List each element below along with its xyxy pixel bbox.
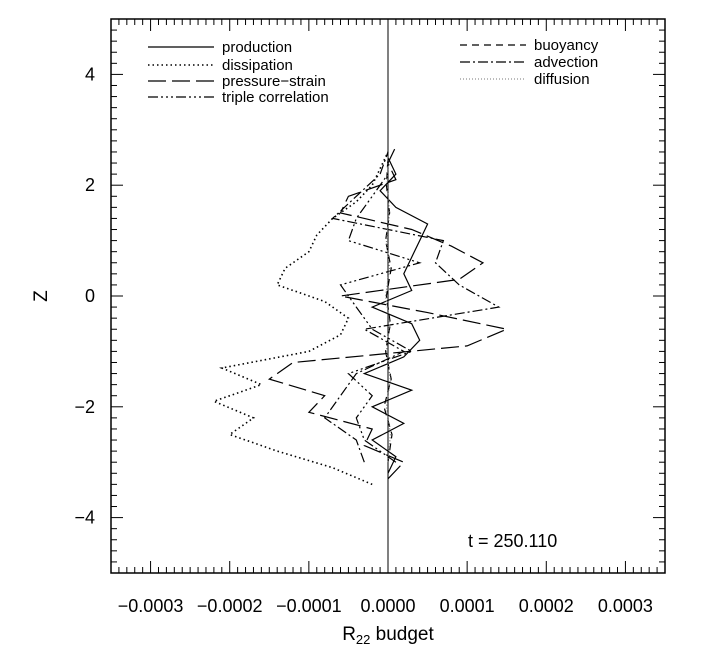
y-axis-title: Z [31,290,52,302]
legend-label-pressure-strain: pressure−strain [222,73,326,90]
series-diffusion [384,157,392,463]
x-tick-label: 0.0001 [440,596,495,616]
legend-label-advection: advection [534,54,598,71]
series-advection [323,151,501,463]
y-tick-label: 2 [85,175,95,195]
series-buoyancy [383,157,393,463]
y-tick-label: −2 [74,397,95,417]
x-tick-label: −0.0001 [276,596,342,616]
y-tick-label: 0 [85,286,95,306]
x-tick-label: 0.0003 [598,596,653,616]
x-axis-title: R22 budget [342,624,434,647]
series-pressure-strain [267,146,509,480]
legend-label-diffusion: diffusion [534,71,590,88]
legend-left: production dissipation pressure−strain t… [148,39,329,106]
x-axis-title-main: R [342,624,356,645]
y-tick-label: −4 [74,508,95,528]
legend-label-triple-correlation: triple correlation [222,89,329,106]
legend-label-dissipation: dissipation [222,57,293,74]
x-axis-title-sub: 22 [356,632,370,647]
series-layer [211,146,509,486]
x-tick-label: −0.0003 [118,596,184,616]
x-tick-label: −0.0002 [197,596,263,616]
x-axis-title-rest: budget [370,624,434,645]
legend-label-production: production [222,39,292,56]
x-tick-label: 0.0002 [519,596,574,616]
y-tick-labels: −4 −2 0 2 4 [74,64,95,527]
legend-right: buoyancy advection diffusion [460,37,599,88]
series-production [362,157,429,474]
tick-marks [110,18,666,574]
legend: production dissipation pressure−strain t… [148,37,599,106]
x-tick-label: 0.0000 [360,596,415,616]
legend-label-buoyancy: buoyancy [534,37,599,54]
y-tick-label: 4 [85,64,95,84]
series-triple-correlation [339,173,422,463]
time-annotation: t = 250.110 [468,531,557,551]
series-dissipation [211,151,389,486]
x-tick-labels: −0.0003 −0.0002 −0.0001 0.0000 0.0001 0.0002 0… [118,596,653,616]
